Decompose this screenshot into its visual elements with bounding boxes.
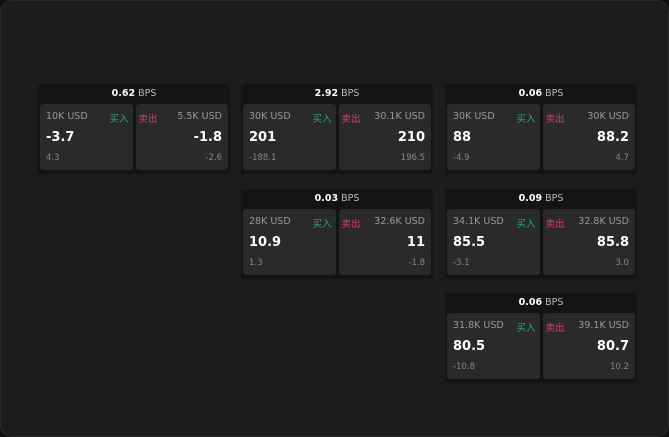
spread-unit: BPS xyxy=(138,88,157,99)
buy-panel[interactable]: 34.1K USD 买入 85.5 -3.1 xyxy=(447,209,540,275)
sell-panel[interactable]: 卖出 32.8K USD 85.8 3.0 xyxy=(542,209,635,275)
sell-panel[interactable]: 卖出 30K USD 88.2 4.7 xyxy=(542,104,635,170)
spread-header: 0.06 BPS xyxy=(445,293,637,313)
buy-change: 1.3 xyxy=(249,258,263,268)
buy-change: -10.8 xyxy=(453,362,475,372)
buy-label: 买入 xyxy=(516,114,536,125)
buy-price: 80.5 xyxy=(453,339,486,354)
spread-value: 2.92 xyxy=(314,88,339,99)
sell-label: 卖出 xyxy=(545,219,565,230)
buy-label: 买入 xyxy=(109,114,129,125)
sell-change: 196.5 xyxy=(400,153,425,163)
spread-unit: BPS xyxy=(341,88,360,99)
buy-price: 85.5 xyxy=(453,235,486,250)
buy-label: 买入 xyxy=(516,323,536,334)
sell-change: 4.7 xyxy=(615,153,629,163)
sell-change: 3.0 xyxy=(615,258,629,268)
sell-label: 卖出 xyxy=(545,323,565,334)
buy-amount: 31.8K USD xyxy=(453,320,504,331)
buy-panel[interactable]: 28K USD 买入 10.9 1.3 xyxy=(243,209,336,275)
spread-header: 2.92 BPS xyxy=(241,84,433,104)
buy-price: 88 xyxy=(453,130,472,145)
sell-label: 卖出 xyxy=(545,114,565,125)
sell-change: -1.8 xyxy=(408,258,425,268)
buy-change: -3.1 xyxy=(453,258,470,268)
sell-price: -1.8 xyxy=(193,130,222,145)
buy-change: -4.9 xyxy=(453,153,470,163)
buy-panel[interactable]: 30K USD 买入 88 -4.9 xyxy=(447,104,540,170)
spread-value: 0.62 xyxy=(111,88,136,99)
buy-label: 买入 xyxy=(516,219,536,230)
buy-change: -188.1 xyxy=(249,153,277,163)
quote-card: 0.06 BPS 30K USD 买入 88 -4.9 卖出 30K USD 88.2 4.… xyxy=(445,84,637,174)
spread-header: 0.62 BPS xyxy=(38,84,230,104)
sell-amount: 5.5K USD xyxy=(177,111,222,122)
sell-panel[interactable]: 卖出 32.6K USD 11 -1.8 xyxy=(338,209,431,275)
sell-price: 80.7 xyxy=(596,339,629,354)
sell-panel[interactable]: 卖出 30.1K USD 210 196.5 xyxy=(338,104,431,170)
buy-panel[interactable]: 30K USD 买入 201 -188.1 xyxy=(243,104,336,170)
buy-amount: 30K USD xyxy=(453,111,495,122)
spread-unit: BPS xyxy=(545,297,564,308)
sell-amount: 32.8K USD xyxy=(578,216,629,227)
buy-amount: 34.1K USD xyxy=(453,216,504,227)
sell-price: 11 xyxy=(406,235,425,250)
buy-label: 买入 xyxy=(312,114,332,125)
buy-price: -3.7 xyxy=(46,130,75,145)
buy-panel[interactable]: 10K USD 买入 -3.7 4.3 xyxy=(40,104,133,170)
sell-amount: 30.1K USD xyxy=(374,111,425,122)
sell-price: 88.2 xyxy=(596,130,629,145)
spread-unit: BPS xyxy=(545,193,564,204)
buy-price: 10.9 xyxy=(249,235,282,250)
spread-unit: BPS xyxy=(545,88,564,99)
buy-amount: 28K USD xyxy=(249,216,291,227)
quote-card: 0.06 BPS 31.8K USD 买入 80.5 -10.8 卖出 39.1K US… xyxy=(445,293,637,383)
spread-value: 0.03 xyxy=(314,193,339,204)
sell-amount: 39.1K USD xyxy=(578,320,629,331)
sell-panel[interactable]: 卖出 39.1K USD 80.7 10.2 xyxy=(542,313,635,379)
spread-unit: BPS xyxy=(341,193,360,204)
sell-price: 85.8 xyxy=(596,235,629,250)
buy-amount: 30K USD xyxy=(249,111,291,122)
spread-header: 0.06 BPS xyxy=(445,84,637,104)
buy-change: 4.3 xyxy=(46,153,60,163)
buy-label: 买入 xyxy=(312,219,332,230)
spread-header: 0.09 BPS xyxy=(445,189,637,209)
sell-amount: 30K USD xyxy=(587,111,629,122)
sell-panel[interactable]: 卖出 5.5K USD -1.8 -2.6 xyxy=(135,104,228,170)
sell-change: -2.6 xyxy=(205,153,222,163)
sell-label: 卖出 xyxy=(341,219,361,230)
sell-label: 卖出 xyxy=(341,114,361,125)
sell-price: 210 xyxy=(397,130,425,145)
spread-value: 0.06 xyxy=(518,88,543,99)
quote-card: 0.03 BPS 28K USD 买入 10.9 1.3 卖出 32.6K USD 11 -… xyxy=(241,189,433,279)
buy-price: 201 xyxy=(249,130,277,145)
sell-label: 卖出 xyxy=(138,114,158,125)
buy-amount: 10K USD xyxy=(46,111,88,122)
buy-panel[interactable]: 31.8K USD 买入 80.5 -10.8 xyxy=(447,313,540,379)
quote-card: 0.62 BPS 10K USD 买入 -3.7 4.3 卖出 5.5K USD -1.8… xyxy=(38,84,230,174)
spread-value: 0.06 xyxy=(518,297,543,308)
sell-amount: 32.6K USD xyxy=(374,216,425,227)
spread-header: 0.03 BPS xyxy=(241,189,433,209)
spread-value: 0.09 xyxy=(518,193,543,204)
sell-change: 10.2 xyxy=(610,362,629,372)
quote-card: 2.92 BPS 30K USD 买入 201 -188.1 卖出 30.1K USD 2… xyxy=(241,84,433,174)
quote-card: 0.09 BPS 34.1K USD 买入 85.5 -3.1 卖出 32.8K USD… xyxy=(445,189,637,279)
